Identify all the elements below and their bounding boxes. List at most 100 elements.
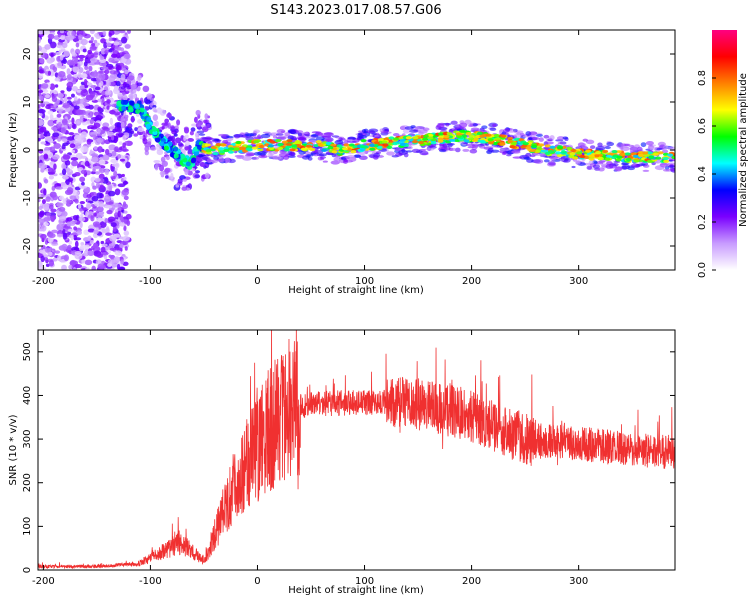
spectral-blob <box>479 145 486 149</box>
spectral-blob <box>523 135 528 138</box>
ridge-blob <box>438 132 445 136</box>
ridge-blob <box>212 152 219 156</box>
ridge-blob <box>190 158 196 164</box>
spectral-blob <box>343 158 348 162</box>
ridge-blob <box>129 100 135 106</box>
spectral-blob <box>40 168 45 173</box>
spectral-blob <box>627 166 635 171</box>
spectral-blob <box>142 134 146 142</box>
spectral-blob <box>40 132 44 140</box>
spectral-blob <box>71 149 76 153</box>
spectral-blob <box>38 205 43 210</box>
spectral-blob <box>87 49 93 55</box>
spectral-blob <box>76 230 82 236</box>
y-tick-label: 100 <box>22 517 33 536</box>
ridge-blob <box>633 159 640 163</box>
ridge-blob <box>538 143 545 147</box>
spectral-blob <box>218 158 223 163</box>
spectral-blob <box>190 127 196 132</box>
spectral-blob <box>194 174 201 179</box>
spectral-blob <box>124 114 129 119</box>
spectral-blob <box>71 30 75 36</box>
spectral-blob <box>83 61 88 67</box>
ridge-blob <box>632 154 639 158</box>
spectral-blob <box>110 53 118 58</box>
spectral-blob <box>101 260 105 264</box>
spectral-blob <box>80 116 84 122</box>
ridge-blob <box>218 147 225 151</box>
spectral-blob <box>209 140 218 143</box>
spectral-blob <box>320 156 326 159</box>
spectral-blob <box>100 98 105 104</box>
spectral-blob <box>196 121 202 128</box>
spectral-blob <box>39 113 43 117</box>
spectral-blob <box>80 131 88 138</box>
spectral-blob <box>71 117 75 125</box>
spectral-blob <box>79 208 83 212</box>
spectral-blob <box>68 132 75 136</box>
y-tick-label: -10 <box>22 190 33 206</box>
spectral-blob <box>107 262 112 267</box>
spectral-blob <box>606 141 615 147</box>
spectral-blob <box>62 198 68 205</box>
spectral-blob <box>47 70 52 76</box>
spectral-blob <box>63 50 70 57</box>
spectral-blob <box>330 160 340 165</box>
spectral-blob <box>47 167 53 173</box>
spectral-blob <box>64 160 71 166</box>
ridge-blob <box>315 140 322 144</box>
spectral-blob <box>43 115 49 121</box>
spectral-blob <box>184 146 190 151</box>
ridge-blob <box>569 152 576 156</box>
spectral-blob <box>116 263 121 270</box>
spectral-blob <box>195 170 201 174</box>
spectral-blob <box>130 83 138 90</box>
spectral-blob <box>112 50 119 54</box>
spectral-blob <box>196 130 205 134</box>
spectral-blob <box>103 41 108 49</box>
spectral-blob <box>72 73 78 78</box>
spectral-blob <box>96 192 103 199</box>
spectral-blob <box>106 105 110 110</box>
spectral-blob <box>49 83 56 91</box>
spectral-blob <box>101 126 109 130</box>
ridge-blob <box>507 136 514 141</box>
spectral-blob <box>198 133 206 136</box>
spectral-blob <box>123 132 129 136</box>
spectral-blob <box>73 234 78 241</box>
ridge-blob <box>381 140 388 144</box>
spectral-blob <box>80 89 89 97</box>
spectral-blob <box>91 156 99 163</box>
spectral-blob <box>73 226 78 231</box>
spectral-blob <box>84 66 89 71</box>
spectral-blob <box>174 128 179 133</box>
spectral-blob <box>55 186 64 190</box>
ridge-blob <box>135 109 141 115</box>
spectral-blob <box>89 30 95 35</box>
spectral-blob <box>105 79 111 87</box>
ridge-blob <box>430 141 437 145</box>
ridge-blob <box>646 151 653 155</box>
spectral-blob <box>151 121 157 127</box>
snr-series-line <box>38 330 675 570</box>
spectral-blob <box>109 247 116 251</box>
spectral-blob <box>85 202 92 210</box>
spectral-blob <box>106 209 113 215</box>
spectral-blob <box>392 132 400 137</box>
spectral-blob <box>183 126 189 131</box>
spectral-blob <box>119 243 124 248</box>
spectral-blob <box>597 142 603 147</box>
spectral-blob <box>184 140 190 147</box>
spectral-blob <box>125 129 132 134</box>
spectral-blob <box>439 149 447 153</box>
ridge-blob <box>227 144 234 149</box>
spectral-blob <box>40 83 49 89</box>
spectral-blob <box>68 264 73 270</box>
spectral-blob <box>76 109 84 115</box>
spectral-blob <box>60 90 65 94</box>
spectral-blob <box>620 162 629 166</box>
spectral-blob <box>74 198 79 204</box>
ridge-blob <box>251 146 258 150</box>
spectral-blob <box>164 118 170 124</box>
